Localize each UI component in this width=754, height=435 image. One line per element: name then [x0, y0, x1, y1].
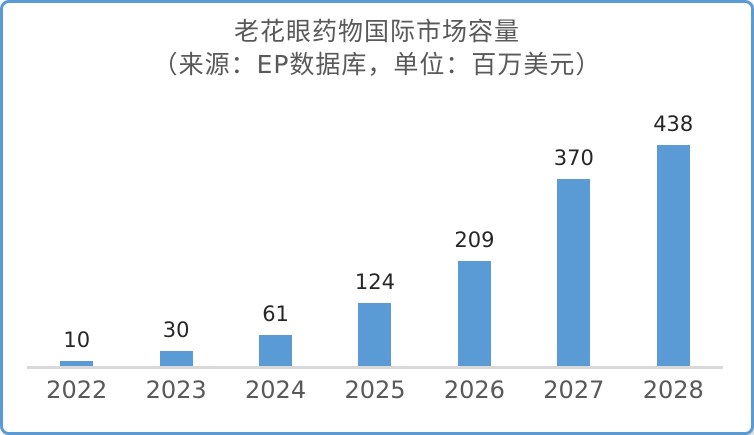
- bar-column: 124: [325, 103, 424, 366]
- bar-value-label: 10: [63, 328, 91, 352]
- x-tick-label: 2023: [145, 376, 207, 404]
- bar-value-label: 30: [162, 318, 190, 342]
- bar-column: 370: [524, 103, 623, 366]
- x-tick-label: 2024: [245, 376, 307, 404]
- bar-value-label: 209: [454, 228, 495, 252]
- bar-column: 30: [126, 103, 225, 366]
- x-tick-label: 2028: [642, 376, 704, 404]
- chart-subtitle: （来源：EP数据库，单位：百万美元）: [152, 50, 602, 79]
- bar: [557, 179, 591, 366]
- chart-title: 老花眼药物国际市场容量: [233, 17, 520, 46]
- bar: [457, 261, 491, 366]
- bar: [656, 145, 690, 366]
- bar-value-label: 61: [262, 302, 289, 326]
- bar-column: 209: [425, 103, 524, 366]
- bar: [358, 303, 392, 366]
- bar: [60, 361, 94, 366]
- x-tick-label: 2027: [543, 376, 605, 404]
- bar-value-label: 370: [553, 146, 594, 170]
- x-axis-tick-labels: 2022 2023 2024 2025 2026 2027 2028: [27, 377, 723, 403]
- bar-value-label: 438: [653, 112, 694, 136]
- bar: [159, 351, 193, 366]
- x-tick-label: 2025: [344, 376, 406, 404]
- plot-area: 10 30 61 124 209 370 438: [27, 103, 723, 366]
- bar: [259, 335, 293, 366]
- bar-value-label: 124: [354, 270, 396, 294]
- x-tick-label: 2026: [443, 376, 505, 404]
- bar-column: 438: [624, 103, 723, 366]
- bar-column: 10: [27, 103, 126, 366]
- bar-column: 61: [226, 103, 325, 366]
- x-axis-line: [27, 366, 723, 369]
- chart-title-block: 老花眼药物国际市场容量 （来源：EP数据库，单位：百万美元）: [3, 15, 751, 81]
- x-tick-label: 2022: [46, 376, 108, 404]
